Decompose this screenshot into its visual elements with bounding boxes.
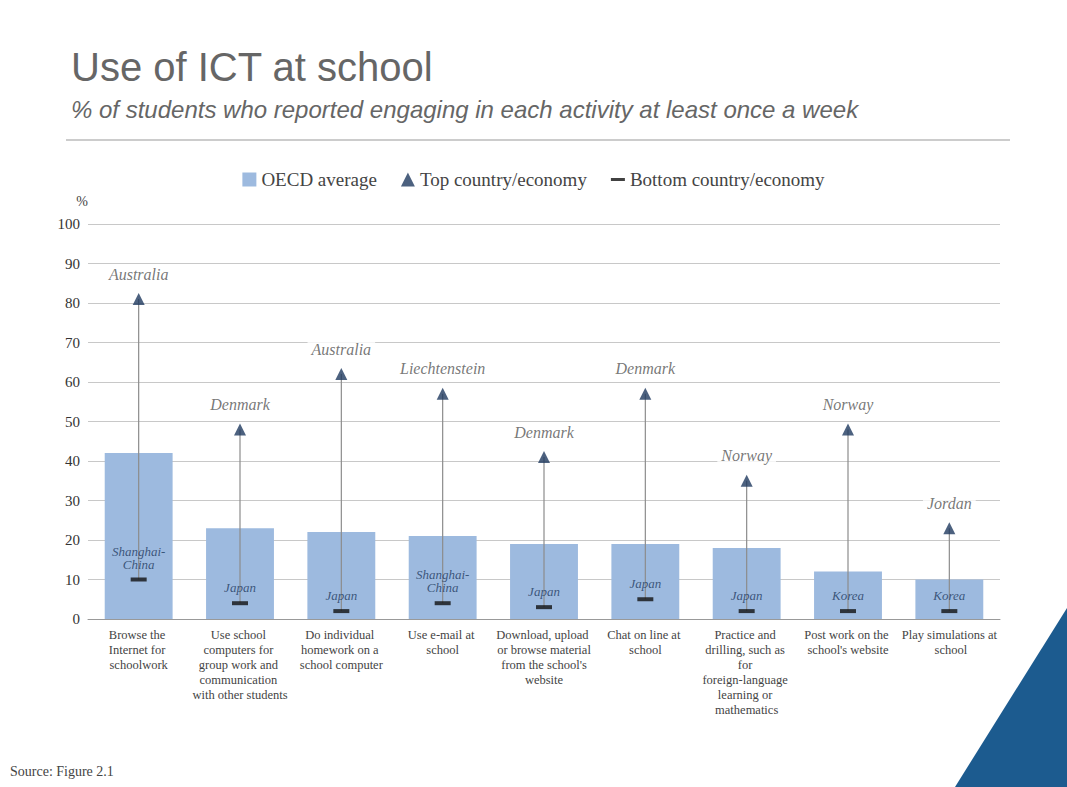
svg-text:50: 50 xyxy=(65,414,80,430)
svg-text:60: 60 xyxy=(65,374,80,390)
svg-text:Browse the: Browse the xyxy=(109,628,169,642)
svg-text:10: 10 xyxy=(65,572,80,588)
svg-text:40: 40 xyxy=(65,453,80,469)
svg-text:Use e-mail at: Use e-mail at xyxy=(408,628,478,642)
svg-text:80: 80 xyxy=(65,295,80,311)
svg-text:Play simulations at: Play simulations at xyxy=(902,628,998,642)
svg-text:Japan: Japan xyxy=(325,588,357,603)
svg-text:with other students: with other students xyxy=(192,688,287,702)
svg-text:foreign-language: foreign-language xyxy=(702,673,791,687)
svg-text:Shanghai-: Shanghai- xyxy=(415,567,470,583)
svg-text:Liechtenstein: Liechtenstein xyxy=(399,360,485,377)
svg-text:website: website xyxy=(525,673,564,687)
svg-text:group work and: group work and xyxy=(199,658,281,672)
svg-text:for: for xyxy=(738,658,756,672)
svg-text:drilling, such as: drilling, such as xyxy=(705,643,788,657)
svg-text:school: school xyxy=(931,643,967,657)
svg-text:school's website: school's website xyxy=(807,643,889,657)
svg-text:school: school xyxy=(426,643,459,657)
svg-text:% of students who reported eng: % of students who reported engaging in e… xyxy=(71,96,860,123)
svg-text:Australia: Australia xyxy=(108,266,169,283)
svg-text:20: 20 xyxy=(65,532,80,548)
svg-text:Jordan: Jordan xyxy=(927,495,972,512)
svg-text:Japan: Japan xyxy=(731,588,763,603)
svg-text:Korea: Korea xyxy=(932,588,966,603)
svg-text:Japan: Japan xyxy=(629,576,661,591)
svg-text:Use of ICT at school: Use of ICT at school xyxy=(71,45,433,89)
svg-text:Top country/economy: Top country/economy xyxy=(420,169,587,190)
svg-text:Download, upload: Download, upload xyxy=(496,628,591,642)
svg-text:Do individual: Do individual xyxy=(305,628,377,642)
svg-text:Denmark: Denmark xyxy=(209,396,270,413)
svg-text:Norway: Norway xyxy=(720,447,773,465)
svg-text:30: 30 xyxy=(65,493,80,509)
svg-text:Australia: Australia xyxy=(311,341,372,358)
svg-text:Chat on line at: Chat on line at xyxy=(607,628,683,642)
svg-text:learning or: learning or xyxy=(718,688,776,702)
svg-text:schoolwork: schoolwork xyxy=(110,658,169,672)
svg-text:school: school xyxy=(629,643,662,657)
svg-text:China: China xyxy=(123,557,155,572)
svg-text:communication: communication xyxy=(200,673,281,687)
svg-text:Denmark: Denmark xyxy=(513,424,574,441)
svg-text:%: % xyxy=(76,194,88,209)
svg-text:homework on a: homework on a xyxy=(301,643,382,657)
svg-text:Japan: Japan xyxy=(224,580,256,595)
svg-text:from the school's: from the school's xyxy=(498,658,590,672)
svg-text:100: 100 xyxy=(58,216,81,232)
svg-text:Internet for: Internet for xyxy=(109,643,169,657)
svg-text:Use school: Use school xyxy=(211,628,269,642)
svg-text:or browse material: or browse material xyxy=(497,643,591,657)
svg-text:mathematics: mathematics xyxy=(715,703,778,717)
svg-text:Korea: Korea xyxy=(831,588,865,603)
svg-text:school computer: school computer xyxy=(300,658,384,672)
svg-text:Denmark: Denmark xyxy=(615,360,676,377)
svg-text:Source: Figure 2.1: Source: Figure 2.1 xyxy=(10,764,114,779)
svg-text:OECD average: OECD average xyxy=(261,169,377,190)
svg-text:90: 90 xyxy=(65,256,80,272)
svg-text:computers for: computers for xyxy=(204,643,277,657)
svg-text:70: 70 xyxy=(65,335,80,351)
svg-text:Practice and: Practice and xyxy=(714,628,779,642)
svg-text:China: China xyxy=(427,580,459,595)
svg-text:0: 0 xyxy=(73,611,81,627)
svg-text:Post work on the: Post work on the xyxy=(804,628,892,642)
svg-text:Shanghai-: Shanghai- xyxy=(111,543,166,559)
svg-text:Japan: Japan xyxy=(528,584,560,599)
svg-text:Norway: Norway xyxy=(822,396,875,414)
svg-text:Bottom country/economy: Bottom country/economy xyxy=(630,169,825,190)
